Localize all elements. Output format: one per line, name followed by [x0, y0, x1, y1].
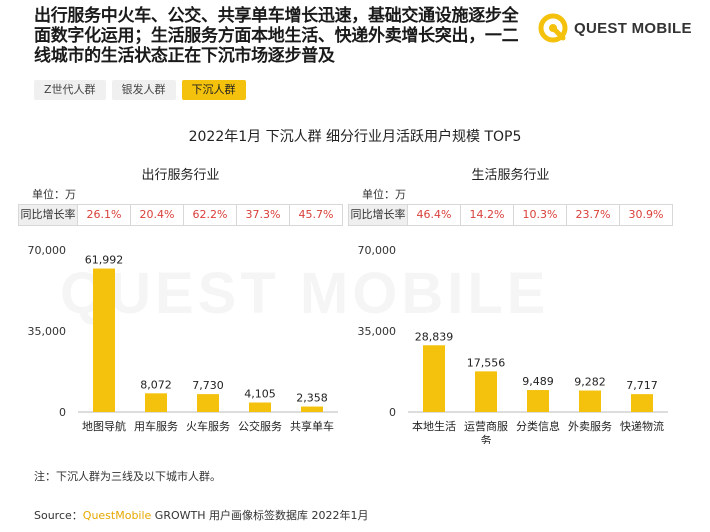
category-label: 共享单车 [290, 419, 334, 433]
quest-mobile-logo-icon [538, 13, 568, 43]
unit-label: 单位：万 [362, 188, 406, 201]
y-tick-label: 35,000 [28, 325, 67, 338]
bar-value-label: 9,282 [574, 376, 606, 389]
growth-cell: 46.4% [408, 205, 461, 225]
category-label: 本地生活 [412, 419, 456, 433]
growth-table: 同比增长率 46.4% 14.2% 10.3% 23.7% 30.9% [348, 204, 673, 226]
category-label: 公交服务 [238, 419, 282, 433]
unit-label: 单位：万 [32, 188, 76, 201]
growth-cell: 45.7% [298, 208, 334, 221]
growth-cell: 30.9% [628, 208, 664, 221]
tab-lower-tier[interactable]: 下沉人群 [181, 80, 246, 100]
growth-cell: 10.3% [514, 205, 567, 225]
panel-title: 出行服务行业 [141, 168, 220, 183]
audience-tabs: Z世代人群 银发人群 下沉人群 [34, 80, 246, 100]
bar-value-label: 8,072 [140, 378, 172, 391]
bar [423, 345, 445, 412]
bar [249, 402, 271, 412]
growth-table: 同比增长率 26.1% 20.4% 62.2% 37.3% 45.7% [18, 204, 343, 226]
y-tick-label: 0 [389, 406, 396, 419]
bar-value-label: 7,717 [626, 379, 658, 392]
life-bar-chart: 0 35,000 70,000 28,839 本地生活 17,556 运营商服务 9,489 分… [358, 244, 668, 444]
y-tick-label: 35,000 [358, 325, 397, 338]
bar [145, 393, 167, 412]
logo-text: QUEST MOBILE [574, 19, 692, 37]
bar [93, 268, 115, 412]
category-label: 快递物流 [620, 419, 664, 433]
category-label-line: 务 [481, 434, 492, 444]
category-label: 火车服务 [186, 419, 230, 433]
source-line: Source：QuestMobile GROWTH 用户画像标签数据库 2022… [34, 507, 369, 523]
category-label: 用车服务 [134, 419, 178, 433]
y-tick-label: 70,000 [358, 244, 397, 257]
growth-cell: 26.1% [78, 205, 131, 225]
growth-cell: 62.2% [184, 205, 237, 225]
source-rest: GROWTH 用户画像标签数据库 2022年1月 [151, 509, 369, 522]
category-label-line: 运营商服 [464, 419, 508, 433]
category-label: 外卖服务 [568, 420, 612, 433]
bar [197, 394, 219, 412]
travel-bar-chart: 0 35,000 70,000 61,992 地图导航 8,072 用车服务 7,730 火车服… [28, 244, 338, 433]
bar-value-label: 4,105 [244, 387, 276, 400]
bar [475, 371, 497, 412]
brand-logo: QUEST MOBILE [538, 12, 692, 44]
bar-value-label: 61,992 [85, 254, 124, 267]
bar-value-label: 17,556 [467, 356, 506, 369]
growth-cell: 20.4% [131, 205, 184, 225]
source-brand: QuestMobile [82, 509, 152, 522]
bar-value-label: 2,358 [296, 392, 328, 405]
y-tick-label: 0 [59, 406, 66, 419]
category-label: 地图导航 [82, 419, 126, 433]
source-prefix: Source： [34, 509, 83, 522]
travel-panel: 出行服务行业 单位：万 同比增长率 26.1% 20.4% 62.2% 37.3… [18, 162, 343, 444]
growth-cell: 23.7% [567, 205, 620, 225]
chart-subtitle: 2022年1月 下沉人群 细分行业月活跃用户规模 TOP5 [188, 129, 522, 145]
y-tick-label: 70,000 [28, 244, 67, 257]
category-label: 运营商服务 [464, 419, 508, 444]
category-label: 分类信息 [516, 419, 560, 433]
bar-value-label: 9,489 [522, 375, 554, 388]
headline: 出行服务中火车、公交、共享单车增长迅速，基础交通设施逐步全面数字化运用；生活服务… [34, 6, 519, 66]
tab-silver-hair[interactable]: 银发人群 [111, 80, 176, 100]
growth-header: 同比增长率 [349, 205, 408, 225]
bar-value-label: 28,839 [415, 330, 454, 343]
growth-header: 同比增长率 [19, 205, 78, 225]
tab-z-generation[interactable]: Z世代人群 [34, 80, 106, 100]
bar [527, 390, 549, 412]
bar [579, 390, 601, 412]
footnote: 注：下沉人群为三线及以下城市人群。 [34, 470, 221, 483]
life-panel: 生活服务行业 单位：万 同比增长率 46.4% 14.2% 10.3% 23.7… [348, 162, 673, 444]
growth-cell: 14.2% [461, 205, 514, 225]
bar-value-label: 7,730 [192, 379, 224, 392]
growth-cell: 37.3% [237, 205, 290, 225]
bar [301, 406, 323, 412]
panel-title: 生活服务行业 [471, 168, 550, 183]
bar [631, 394, 653, 412]
